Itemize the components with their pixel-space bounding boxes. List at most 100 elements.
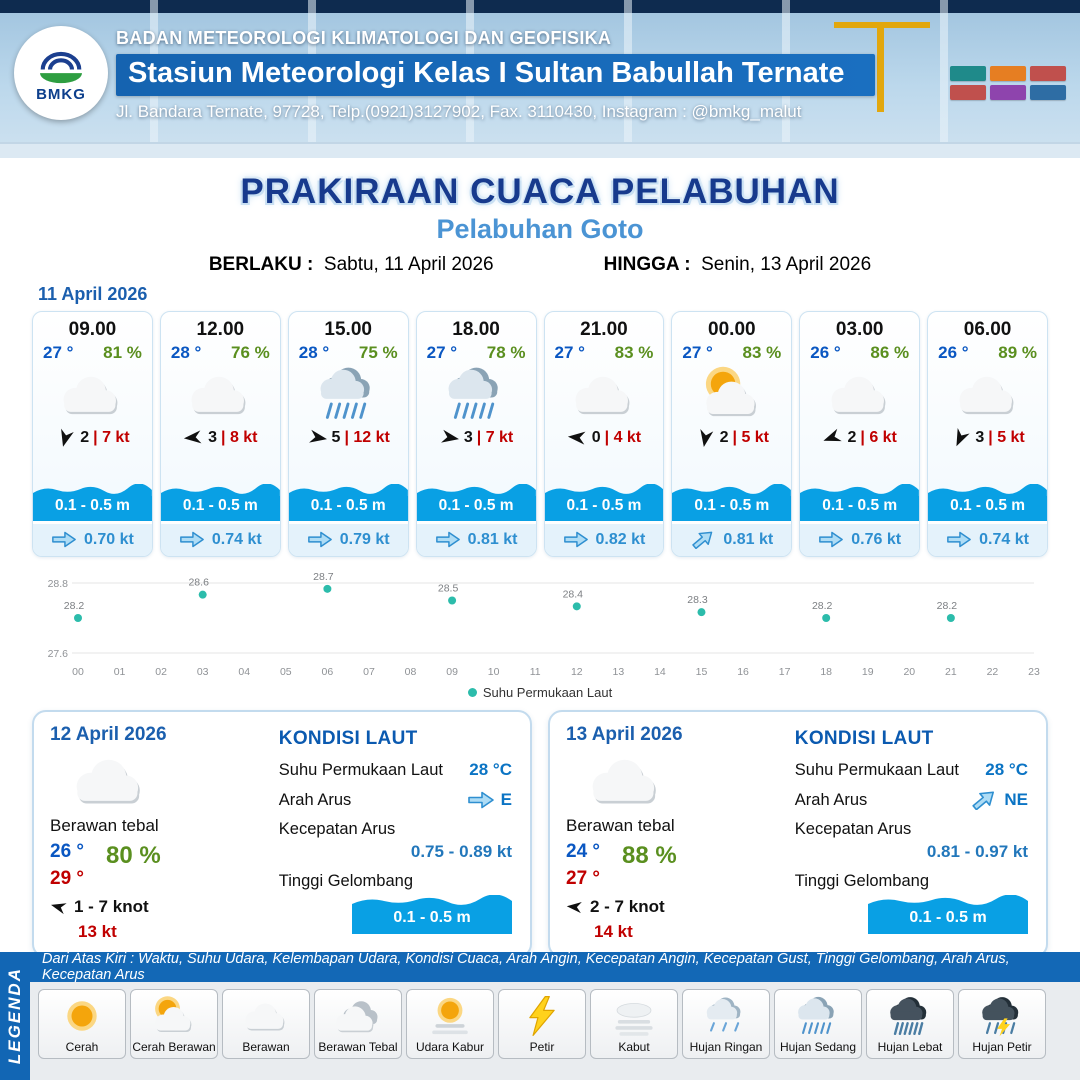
forecast-date: 11 April 2026 [38, 284, 148, 304]
wave-band: 0.1 - 0.5 m [352, 895, 512, 934]
title-section: PRAKIRAAN CUACA PELABUHAN Pelabuhan Goto… [0, 158, 1080, 276]
wave-band: 0.1 - 0.5 m [160, 484, 280, 521]
svg-text:01: 01 [114, 666, 126, 678]
forecast-card: 00.00 27 ° 83 % 2 | 5 kt 0.1 - 0.5 m 0.8… [671, 311, 793, 557]
hingga-value: Senin, 13 April 2026 [701, 254, 872, 275]
air-temp: 26 ° [938, 343, 969, 362]
header: BMKG BADAN METEOROLOGI KLIMATOLOGI DAN G… [0, 0, 1080, 158]
petir-icon [516, 995, 568, 1037]
wind-gust: 14 kt [594, 922, 633, 941]
wind-row: 3 | 8 kt [183, 427, 258, 448]
wind-speed: 3 [975, 428, 985, 446]
legend-item-label: Berawan Tebal [318, 1040, 398, 1054]
current-arrow-icon [946, 530, 972, 549]
wave-band: 0.1 - 0.5 m [928, 484, 1047, 521]
wind-row: 2 | 5 kt [695, 427, 769, 448]
wind-row: 5 | 12 kt [307, 427, 390, 448]
svg-text:09: 09 [446, 666, 458, 678]
legend-item: Hujan Lebat [866, 989, 954, 1059]
legend-item: Berawan Tebal [314, 989, 402, 1059]
svg-text:23: 23 [1028, 666, 1040, 678]
wind-gust: | 6 kt [860, 428, 897, 446]
forecast-card: 12.00 28 ° 76 % 3 | 8 kt 0.1 - 0.5 m 0.7… [159, 311, 281, 557]
berawan-icon [823, 365, 897, 423]
daily-condition: Berawan tebal [50, 816, 159, 835]
humidity: 89 % [998, 343, 1037, 362]
forecast-time: 06.00 [963, 319, 1012, 340]
forecast-time: 03.00 [835, 319, 884, 340]
legend-item-label: Berawan [242, 1040, 290, 1054]
current-row: 0.79 kt [288, 521, 408, 556]
current-arrow-icon [179, 530, 205, 549]
temp-min: 24 ° [566, 841, 601, 862]
wind-range: 1 - 7 knot [74, 897, 149, 916]
air-temp: 27 ° [682, 343, 713, 362]
air-temp: 28 ° [298, 343, 330, 362]
current-arrow-icon [307, 530, 333, 549]
daily-date: 12 April 2026 [50, 724, 167, 745]
bmkg-logo: BMKG [14, 26, 108, 120]
current-row: 0.82 kt [544, 521, 664, 556]
legend-item-label: Hujan Sedang [779, 1040, 857, 1054]
wind-speed: 0 [591, 428, 601, 446]
cerah-icon [56, 995, 108, 1037]
berlaku-label: BERLAKU : [208, 254, 314, 275]
current-row: 0.74 kt [160, 521, 280, 556]
wind-gust: | 7 kt [476, 428, 514, 446]
current-speed: 0.79 kt [339, 530, 390, 548]
legend-item-label: Petir [529, 1040, 555, 1054]
wind-arrow-icon [566, 898, 584, 916]
wave-band: 0.1 - 0.5 m [288, 484, 408, 521]
svg-text:08: 08 [405, 666, 417, 678]
berawan-icon [66, 746, 154, 814]
hourly-forecast-row: 09.00 27 ° 81 % 2 | 7 kt 0.1 - 0.5 m 0.7… [0, 309, 1080, 557]
bmkg-logo-icon [40, 51, 82, 84]
legend-item-label: Hujan Ringan [689, 1040, 763, 1054]
wind-gust: | 12 kt [344, 428, 390, 446]
sst-label: Suhu Permukaan Laut [794, 760, 959, 779]
wind-speed: 3 [208, 428, 218, 446]
hingga-label: HINGGA : [603, 254, 691, 275]
hujan-sedang-icon [439, 365, 513, 423]
wave-shape-icon [544, 484, 664, 496]
wind-gust: | 4 kt [604, 428, 642, 446]
wind-row: 2 | 6 kt [822, 427, 897, 448]
humidity: 88 % [622, 842, 677, 869]
wave-shape-icon [928, 484, 1047, 496]
daily-summary-row: 12 April 2026 Berawan tebal 26 ° 29 ° 80… [0, 700, 1080, 958]
legend-section: LEGENDA Dari Atas Kiri : Waktu, Suhu Uda… [0, 951, 1080, 1080]
legend-item: Hujan Petir [958, 989, 1046, 1059]
wind-arrow-icon [50, 898, 68, 916]
berawan-icon [55, 365, 129, 423]
current-speed: 0.74 kt [979, 530, 1029, 548]
svg-text:03: 03 [197, 666, 209, 678]
legend-items-row: Cerah Cerah Berawan Berawan Berawan Teba… [0, 982, 1080, 1059]
current-arrow-icon [563, 530, 589, 549]
humidity: 75 % [358, 343, 398, 362]
svg-text:15: 15 [696, 666, 708, 678]
humidity: 86 % [870, 343, 910, 362]
forecast-card: 06.00 26 ° 89 % 3 | 5 kt 0.1 - 0.5 m 0.7… [927, 311, 1048, 557]
svg-text:28.5: 28.5 [438, 583, 459, 595]
wave-shape-icon [868, 895, 1028, 907]
wave-height: 0.1 - 0.5 m [544, 496, 664, 521]
berawan-icon [240, 995, 292, 1037]
wind-gust: | 8 kt [221, 428, 258, 446]
wind-gust: | 5 kt [732, 428, 770, 446]
wind-arrow-icon [439, 427, 460, 448]
wave-shape-icon [33, 484, 152, 496]
svg-text:04: 04 [238, 666, 250, 678]
wind-speed: 3 [463, 428, 473, 446]
sst-label: Suhu Permukaan Laut [278, 760, 443, 779]
svg-text:16: 16 [737, 666, 749, 678]
legend-dot-icon [467, 688, 477, 697]
station-name: Stasiun Meteorologi Kelas I Sultan Babul… [116, 54, 875, 96]
bmkg-logo-text: BMKG [36, 86, 86, 103]
humidity: 76 % [231, 343, 270, 362]
legend-item: Petir [498, 989, 586, 1059]
legend-title: LEGENDA [5, 967, 24, 1065]
udara-kabur-icon [424, 995, 476, 1037]
legend-item: Hujan Ringan [682, 989, 770, 1059]
legend-item-label: Cerah Berawan [132, 1040, 216, 1054]
air-temp: 28 ° [170, 343, 202, 362]
